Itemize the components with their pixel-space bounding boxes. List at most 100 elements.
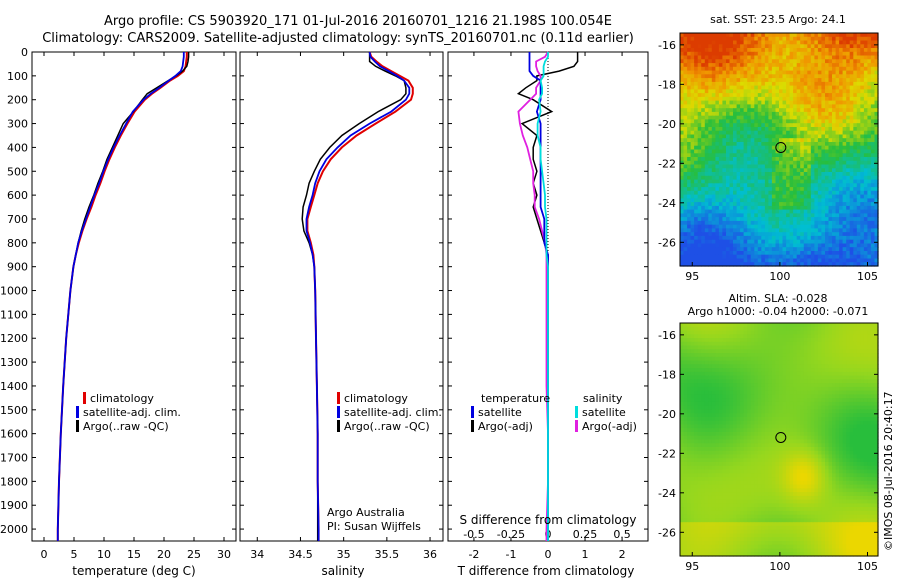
map-cell (793, 104, 798, 109)
map-cell (860, 70, 865, 75)
map-cell (796, 360, 801, 365)
map-cell (846, 330, 851, 335)
map-cell (718, 74, 723, 79)
map-cell (846, 179, 851, 184)
map-cell (764, 55, 769, 60)
map-cell (750, 119, 755, 124)
map-cell (711, 341, 716, 347)
map-cell (726, 104, 731, 109)
map-cell (711, 413, 716, 418)
map-cell (856, 134, 861, 139)
map-cell (726, 394, 731, 399)
map-cell (803, 70, 808, 75)
map-cell (803, 386, 808, 392)
map-cell (828, 401, 833, 407)
map-cell (810, 134, 815, 139)
map-cell (839, 63, 844, 68)
map-cell (807, 66, 812, 72)
map-cell (715, 323, 720, 328)
map-cell (842, 142, 847, 147)
map-cell (761, 190, 766, 196)
map-cell (694, 213, 699, 218)
map-cell (733, 44, 738, 49)
map-cell (683, 130, 688, 136)
map-cell (870, 115, 875, 121)
map-cell (722, 198, 727, 203)
map-cell (814, 123, 819, 128)
map-cell (814, 323, 819, 328)
map-cell (687, 36, 692, 42)
map-cell (860, 353, 865, 358)
map-cell (726, 409, 731, 414)
map-cell (863, 51, 868, 57)
map-cell (863, 220, 868, 226)
map-cell (825, 220, 830, 226)
map-cell (680, 224, 685, 230)
map-cell (870, 409, 875, 414)
map-cell (796, 149, 801, 154)
map-cell (718, 202, 723, 207)
map-cell (747, 142, 752, 147)
map-cell (846, 243, 851, 248)
map-cell (718, 123, 723, 128)
map-cell (863, 239, 868, 245)
map-cell (870, 48, 875, 53)
map-cell (736, 235, 741, 241)
map-cell (839, 175, 844, 181)
map-cell (690, 100, 695, 105)
map-cell (711, 213, 716, 218)
map-cell (814, 40, 819, 45)
map-cell (860, 108, 865, 113)
map-cell (786, 168, 791, 173)
map-cell (704, 145, 709, 151)
map-cell (814, 247, 819, 252)
map-cell (694, 145, 699, 151)
map-cell (683, 258, 688, 263)
map-cell (842, 330, 847, 335)
map-cell (800, 209, 805, 214)
map-cell (832, 251, 837, 256)
map-cell (680, 172, 685, 177)
map-cell (789, 239, 794, 245)
map-cell (722, 44, 727, 49)
map-cell (711, 51, 716, 57)
map-cell (775, 341, 780, 347)
map-cell (821, 243, 826, 248)
map-cell (789, 149, 794, 154)
map-cell (743, 417, 748, 422)
map-cell (793, 202, 798, 207)
map-cell (800, 371, 805, 377)
map-cell (870, 394, 875, 399)
map-cell (814, 108, 819, 113)
map-cell (849, 59, 854, 64)
map-cell (718, 127, 723, 132)
map-cell (690, 383, 695, 388)
map-cell (849, 194, 854, 199)
map-cell (722, 119, 727, 124)
map-cell (694, 127, 699, 132)
map-cell (718, 198, 723, 203)
map-cell (863, 130, 868, 136)
map-cell (687, 198, 692, 203)
map-cell (761, 368, 766, 373)
map-cell (867, 130, 872, 136)
map-cell (807, 228, 812, 233)
map-cell (757, 224, 762, 230)
map-cell (768, 48, 773, 53)
map-cell (764, 202, 769, 207)
map-cell (800, 247, 805, 252)
map-cell (793, 379, 798, 384)
map-cell (839, 142, 844, 147)
map-cell (853, 235, 858, 241)
map-cell (701, 78, 706, 83)
map-cell (694, 36, 699, 42)
map-cell (853, 262, 858, 267)
map-cell (867, 187, 872, 192)
map-cell (775, 160, 780, 166)
map-cell (842, 179, 847, 184)
map-cell (786, 345, 791, 350)
map-cell (757, 375, 762, 380)
map-cell (708, 115, 713, 121)
map-cell (796, 209, 801, 214)
map-cell (687, 417, 692, 422)
